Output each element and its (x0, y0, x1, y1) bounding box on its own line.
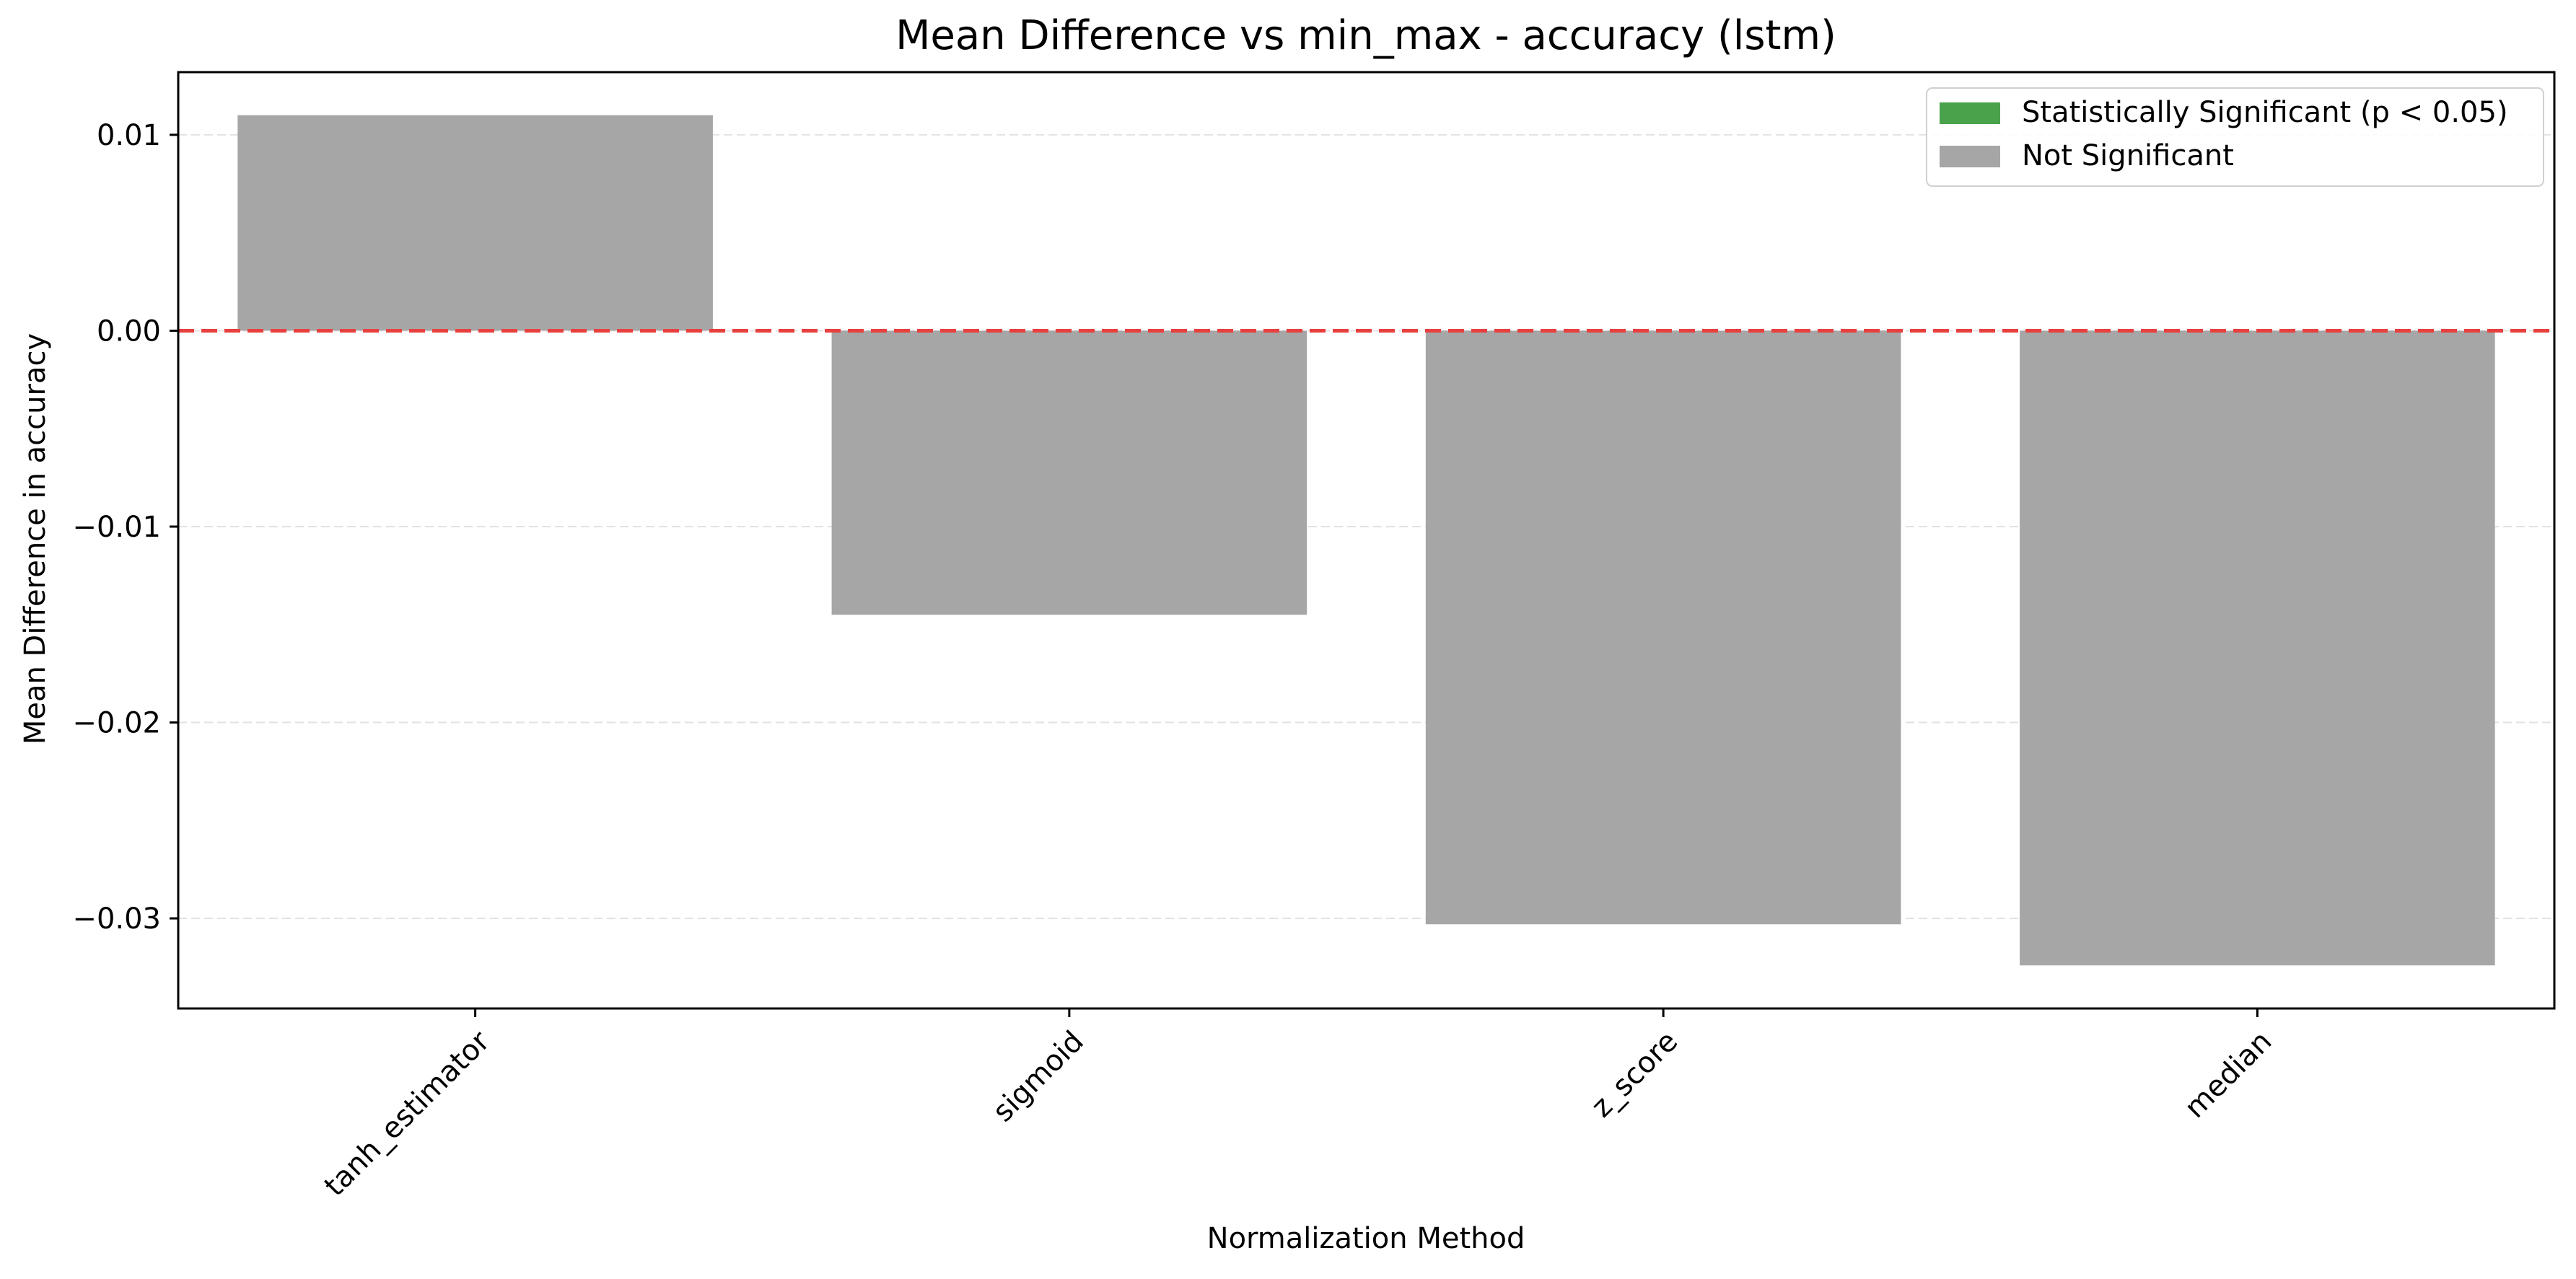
y-tick-label: −0.02 (72, 707, 161, 740)
y-tick-label: −0.03 (72, 902, 161, 936)
bar-tanh-estimator (237, 115, 713, 331)
legend-swatch (1940, 146, 2000, 167)
x-tick-label: median (2178, 1025, 2279, 1125)
x-tick-label: sigmoid (986, 1025, 1090, 1129)
legend-box (1926, 87, 2544, 187)
legend-label: Statistically Significant (p < 0.05) (2022, 96, 2508, 129)
y-tick-label: −0.01 (72, 511, 161, 544)
y-tick-label: 0.01 (97, 119, 161, 152)
x-tick-label: tanh_estimator (318, 1024, 496, 1203)
x-axis-label: Normalization Method (1207, 1222, 1525, 1255)
x-tick-label: z_score (1585, 1025, 1685, 1125)
y-axis-label: Mean Difference in accuracy (19, 333, 52, 744)
chart-title: Mean Difference vs min_max - accuracy (l… (895, 12, 1836, 59)
legend-swatch (1940, 102, 2000, 124)
bar-z-score (1425, 330, 1901, 925)
y-tick-label: 0.00 (97, 315, 161, 348)
legend-label: Not Significant (2022, 139, 2234, 172)
plot-frame (177, 71, 2556, 1010)
bars (237, 115, 2495, 966)
bar-median (2020, 330, 2495, 966)
bar-sigmoid (831, 330, 1307, 615)
legend: Statistically Significant (p < 0.05) Not … (1926, 87, 2544, 187)
